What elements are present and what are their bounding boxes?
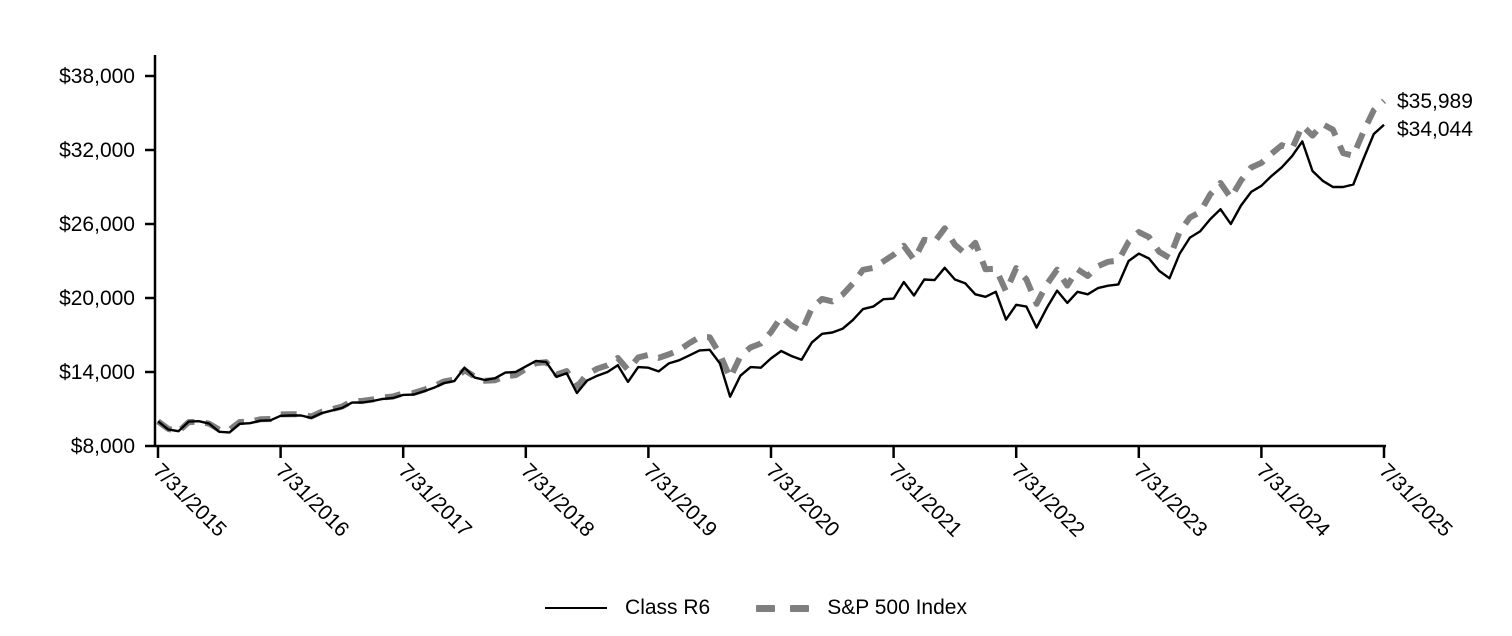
x-tick-label: 7/31/2017 <box>394 459 476 541</box>
x-tick-label: 7/31/2025 <box>1374 459 1456 541</box>
chart-legend: Class R6 S&P 500 Index <box>0 596 1512 620</box>
x-tick-label: 7/31/2016 <box>271 459 353 541</box>
dashed-line-swatch <box>756 604 810 612</box>
class-r6-line <box>157 123 1385 434</box>
x-tick-label: 7/31/2018 <box>516 459 598 541</box>
y-tick-label: $14,000 <box>59 361 135 384</box>
chart-canvas: $8,000 $14,000 $20,000 $26,000 $32,000 $38,00… <box>59 55 1473 542</box>
sp500-end-label: $35,989 <box>1397 90 1473 113</box>
x-tick-label: 7/31/2021 <box>884 459 966 541</box>
x-tick-label: 7/31/2023 <box>1129 459 1211 541</box>
y-tick-label: $26,000 <box>59 213 135 236</box>
x-tick-label: 7/31/2022 <box>1007 459 1089 541</box>
legend-label-class-r6: Class R6 <box>625 596 711 619</box>
x-tick-label: 7/31/2020 <box>761 459 843 541</box>
legend-item-class-r6: Class R6 <box>545 596 710 620</box>
x-tick-label: 7/31/2024 <box>1252 459 1335 542</box>
x-tick-label: 7/31/2019 <box>639 459 721 541</box>
legend-item-sp500: S&P 500 Index <box>756 596 967 620</box>
y-tick-label: $38,000 <box>59 65 135 88</box>
legend-label-sp500: S&P 500 Index <box>827 596 967 619</box>
y-tick-label: $32,000 <box>59 139 135 162</box>
x-tick-label: 7/31/2015 <box>148 459 230 541</box>
sp500-line <box>156 98 1387 435</box>
y-tick-label: $8,000 <box>71 435 135 458</box>
y-tick-label: $20,000 <box>59 287 135 310</box>
solid-line-swatch <box>545 607 608 609</box>
class-r6-end-label: $34,044 <box>1397 118 1473 141</box>
